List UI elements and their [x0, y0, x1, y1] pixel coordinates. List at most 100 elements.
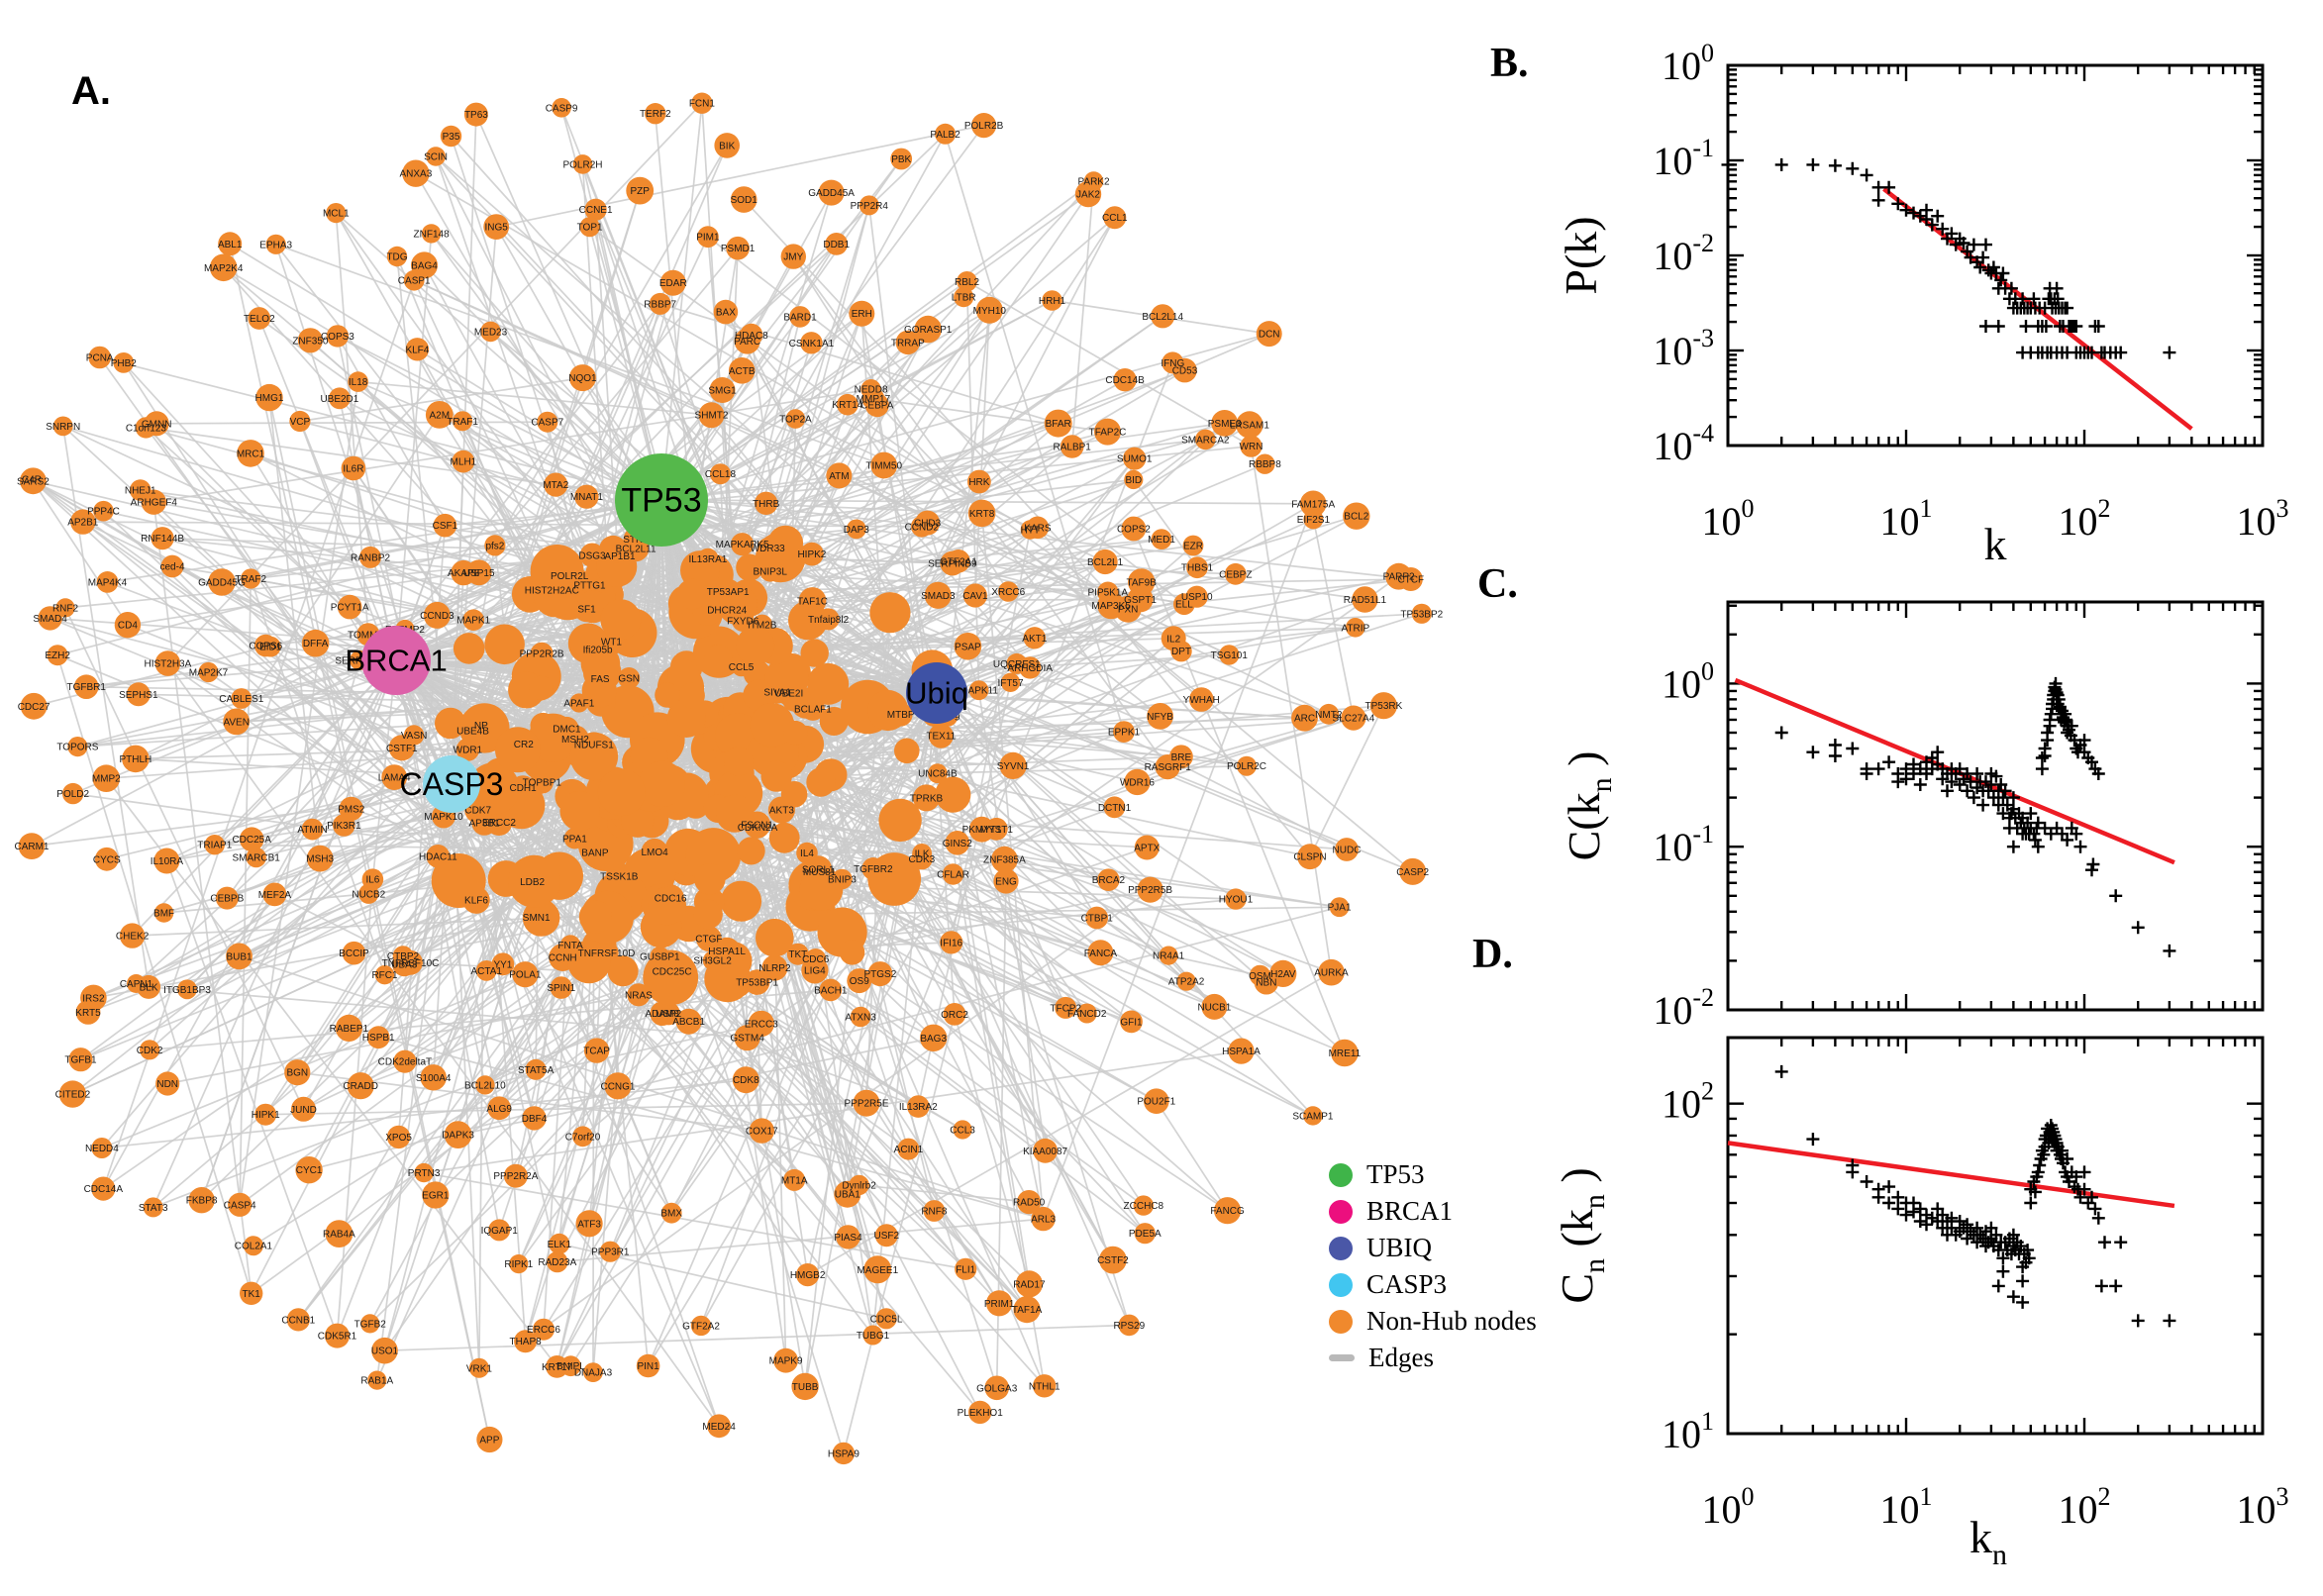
network-node[interactable] [940, 931, 963, 954]
legend-label: Edges [1368, 1343, 1434, 1372]
network-node[interactable] [1085, 906, 1109, 930]
network-node[interactable] [832, 1442, 856, 1465]
network-node[interactable] [998, 581, 1019, 602]
network-edge [660, 193, 1089, 501]
network-node[interactable] [915, 510, 941, 536]
network-edge [107, 581, 482, 727]
network-edge [107, 499, 662, 583]
tick-label: 10-1 [1653, 820, 1714, 869]
legend-item-non-hub-nodes: Non-Hub nodes [1329, 1303, 1537, 1340]
network-edge [588, 226, 662, 501]
network-node[interactable] [1195, 429, 1216, 450]
network-node[interactable] [818, 179, 845, 206]
network-edge [727, 898, 1237, 952]
network-node[interactable] [943, 1003, 966, 1026]
network-node[interactable] [836, 1225, 860, 1249]
network-node[interactable] [574, 484, 599, 509]
network-node[interactable] [52, 416, 73, 437]
network-node[interactable] [1017, 1190, 1042, 1215]
network-node[interactable] [1240, 435, 1262, 457]
network-edge [56, 654, 252, 1294]
network-edge [336, 879, 374, 1337]
network-node[interactable] [785, 409, 806, 429]
network-node[interactable] [957, 271, 977, 292]
network-edge [451, 342, 909, 785]
network-node[interactable] [825, 233, 849, 255]
network-edge [719, 473, 938, 694]
network-edge [741, 754, 1332, 973]
network-edge [936, 692, 1346, 1054]
network-edge [149, 986, 748, 1040]
network-edge [186, 855, 439, 991]
network-node[interactable] [1144, 1088, 1169, 1114]
legend-label: BRCA1 [1366, 1196, 1454, 1226]
legend-label: UBIQ [1366, 1233, 1432, 1262]
network-edge [423, 1171, 966, 1270]
network-node[interactable] [636, 1353, 660, 1378]
network-node[interactable] [755, 491, 778, 515]
network-node[interactable] [342, 941, 366, 965]
network-edge [166, 102, 703, 664]
network-edge [31, 478, 129, 626]
network-node[interactable] [289, 410, 311, 433]
network-edge [543, 692, 938, 1331]
network-node[interactable] [861, 387, 885, 410]
network-edge [660, 499, 787, 1361]
network-node[interactable] [88, 346, 111, 369]
network-node[interactable] [366, 1026, 390, 1049]
network-edge [706, 582, 1414, 873]
network-edge [954, 1014, 1031, 1285]
network-edge [384, 1324, 1130, 1352]
x-axis-title-B: k [1984, 519, 2007, 569]
network-node[interactable] [326, 325, 350, 348]
network-node[interactable] [572, 154, 593, 174]
network-node[interactable] [140, 1040, 160, 1060]
network-node[interactable] [1123, 447, 1147, 470]
tick-label: 101 [1880, 494, 1933, 544]
network-node[interactable] [547, 1250, 568, 1273]
network-node[interactable] [1331, 1039, 1359, 1067]
network-edge [707, 236, 1185, 605]
network-node[interactable] [491, 952, 515, 976]
y-axis-title-B: P(k) [1556, 216, 1606, 294]
network-node[interactable] [215, 886, 239, 910]
network-node[interactable] [874, 1224, 898, 1247]
x-axis-title-D: kn [1970, 1512, 2007, 1571]
panel-b-label: B. [1490, 41, 1529, 86]
network-edge [200, 659, 397, 1201]
network-node[interactable] [1189, 687, 1214, 712]
network-node[interactable] [1318, 958, 1345, 986]
network-node[interactable] [286, 1308, 310, 1332]
network-node[interactable] [93, 500, 114, 522]
network-node[interactable] [912, 844, 932, 863]
network-node[interactable] [584, 198, 607, 221]
network-node[interactable] [849, 300, 875, 327]
network-node[interactable] [604, 1072, 632, 1100]
network-node[interactable] [1411, 603, 1432, 624]
tick-label: 102 [1662, 1077, 1714, 1127]
network-node[interactable] [544, 472, 568, 497]
network-edge [404, 783, 453, 1062]
network-edge [827, 529, 858, 620]
network-node[interactable] [386, 246, 408, 267]
network-node[interactable] [291, 1096, 316, 1122]
node-color-swatch [1329, 1309, 1353, 1334]
network-edge [813, 884, 1146, 1235]
network-node[interactable] [649, 292, 671, 315]
network-node[interactable] [1121, 516, 1147, 542]
network-node[interactable] [423, 601, 451, 629]
network-edge [496, 124, 984, 228]
network-edge [102, 279, 416, 1189]
network-node[interactable] [791, 1372, 819, 1401]
network-node[interactable] [1159, 946, 1178, 965]
network-node[interactable] [231, 688, 252, 709]
network-edge [451, 783, 536, 1119]
network-node[interactable] [246, 847, 266, 868]
network-node[interactable] [113, 352, 135, 373]
network-node[interactable] [875, 1308, 897, 1330]
legend-item-brca1: BRCA1 [1329, 1193, 1537, 1230]
node-color-swatch [1329, 1162, 1353, 1187]
network-node[interactable] [255, 383, 283, 412]
network-node[interactable] [208, 568, 236, 596]
network-node[interactable] [579, 217, 600, 238]
